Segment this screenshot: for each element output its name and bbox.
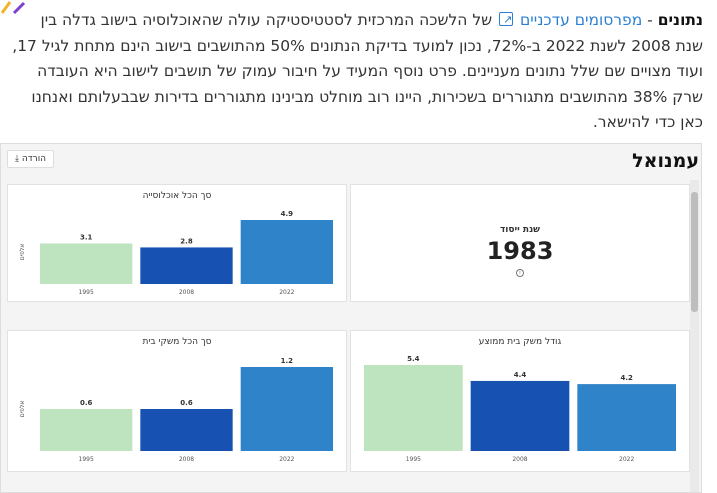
- x-tick-label: 2022: [279, 456, 294, 463]
- founded-year-card: שנת ייסוד 1983 i: [350, 184, 690, 302]
- paragraph-line-5: כאן כדי להישאר.: [592, 113, 703, 131]
- x-tick-label: 2008: [179, 456, 194, 463]
- bar-1995: [40, 243, 133, 284]
- population-chart-card: סך הכל אוכלוסייה 3.1 1995 2.8 2008 4.9 2022 אל…: [7, 184, 347, 302]
- x-tick-label: 1995: [79, 289, 94, 296]
- data-label: 0.6: [80, 399, 93, 407]
- y-axis-label: אלפים: [19, 244, 26, 261]
- x-tick-label: 2022: [619, 456, 634, 463]
- bar-2008: [140, 409, 233, 451]
- cbs-link[interactable]: מפרסומים עדכניים: [497, 7, 642, 33]
- household-size-chart: 5.4 1995 4.4 2008 4.2 2022: [364, 355, 676, 463]
- chart-title: גודל משק בית ממוצע: [478, 337, 562, 347]
- paragraph-line-1: נתונים - מפרסומים עדכניים של הלשכה המרכז…: [3, 7, 703, 34]
- population-chart: 3.1 1995 2.8 2008 4.9 2022 אלפים: [19, 210, 333, 296]
- x-tick-label: 1995: [79, 456, 94, 463]
- dashboard-embed: עמנואל הורדה ⤓ סך הכל אוכלוסייה 3.1 1995 2…: [0, 143, 702, 493]
- y-axis-label: אלפים: [19, 401, 26, 418]
- data-label: 2.8: [180, 237, 193, 245]
- corner-decoration: [0, 1, 26, 14]
- bar-1995: [364, 365, 463, 451]
- data-label: 4.2: [620, 374, 633, 382]
- data-label: 5.4: [407, 355, 420, 363]
- bar-2022: [240, 220, 333, 284]
- chart-title: סך הכל אוכלוסייה: [142, 191, 212, 201]
- data-label: 4.4: [514, 371, 527, 379]
- chart-title: סך הכל משקי בית: [142, 337, 212, 347]
- bar-2008: [140, 247, 233, 284]
- bar-2022: [240, 367, 333, 451]
- x-tick-label: 2008: [179, 289, 194, 296]
- scrollbar[interactable]: [690, 180, 699, 492]
- paragraph-line-2: שנת 2008 לשנת 2022 ב-72%, נכון למועד בדי…: [12, 36, 703, 55]
- x-tick-label: 2008: [512, 456, 527, 463]
- paragraph-line-3: ועוד מצויים שם שלל נתונים מעניינים. פרט …: [37, 62, 703, 80]
- bar-1995: [40, 409, 133, 451]
- data-label: 4.9: [281, 210, 294, 218]
- data-label: 3.1: [80, 234, 93, 242]
- households-chart-card: סך הכל משקי בית 0.6 1995 0.6 2008 1.2 2022 אלפ…: [7, 330, 347, 472]
- data-label: 0.6: [180, 399, 193, 407]
- x-tick-label: 2022: [279, 289, 294, 296]
- scrollbar-thumb[interactable]: [691, 192, 698, 312]
- external-link-icon: [499, 7, 514, 33]
- paragraph-title: נתונים: [657, 11, 703, 29]
- households-chart: 0.6 1995 0.6 2008 1.2 2022 אלפים: [19, 357, 333, 463]
- x-tick-label: 1995: [406, 456, 421, 463]
- intro-paragraph: נתונים - מפרסומים עדכניים של הלשכה המרכז…: [3, 7, 703, 136]
- founded-year-value: 1983: [486, 237, 554, 265]
- paragraph-line-4: שרק 38% מהתושבים מתגוררים בשכירות, היינו…: [31, 87, 703, 106]
- download-button[interactable]: הורדה ⤓: [7, 150, 55, 168]
- dashboard-title: עמנואל: [632, 150, 699, 172]
- bar-2008: [470, 380, 570, 451]
- info-icon[interactable]: i: [516, 269, 524, 277]
- data-label: 1.2: [281, 357, 294, 365]
- household-size-chart-card: גודל משק בית ממוצע 5.4 1995 4.4 2008 4.2 2022: [350, 330, 690, 472]
- founded-year-label: שנת ייסוד: [500, 225, 540, 235]
- bar-2022: [577, 384, 676, 451]
